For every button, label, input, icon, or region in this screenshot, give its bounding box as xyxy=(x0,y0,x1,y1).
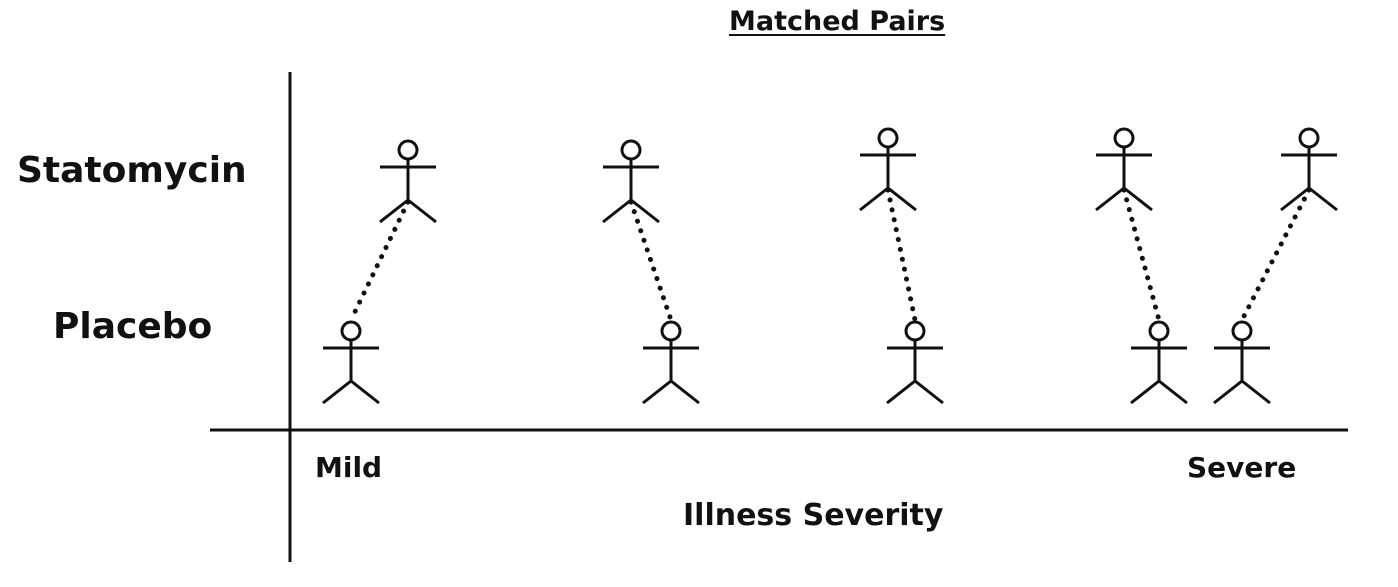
statomycin-figure-1 xyxy=(379,139,437,224)
row-label-placebo: Placebo xyxy=(53,306,213,347)
pair-connector-4 xyxy=(1121,187,1162,323)
row-label-statomycin: Statomycin xyxy=(17,150,247,191)
x-axis-right-label: Severe xyxy=(1187,451,1297,484)
placebo-figure-2 xyxy=(642,320,700,405)
x-axis-title: Illness Severity xyxy=(683,498,944,533)
placebo-figure-3 xyxy=(886,320,944,405)
statomycin-figure-2 xyxy=(602,139,660,224)
stick-figures xyxy=(322,127,1338,405)
placebo-figure-4 xyxy=(1130,320,1188,405)
placebo-figure-1 xyxy=(322,320,380,405)
placebo-figure-5 xyxy=(1213,320,1271,405)
pair-connector-2 xyxy=(628,199,674,323)
statomycin-figure-3 xyxy=(859,127,917,212)
statomycin-figure-4 xyxy=(1095,127,1153,212)
x-axis-left-label: Mild xyxy=(315,451,383,484)
pair-connector-3 xyxy=(885,187,918,323)
statomycin-figure-5 xyxy=(1280,127,1338,212)
pair-connector-5 xyxy=(1239,187,1312,323)
pair-connectors xyxy=(348,187,1312,323)
diagram-title: Matched Pairs xyxy=(729,6,946,37)
pair-connector-1 xyxy=(348,199,411,323)
